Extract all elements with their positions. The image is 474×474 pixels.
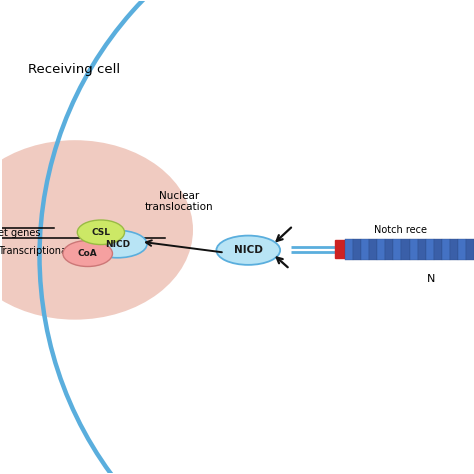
Bar [466, 239, 474, 260]
Bar [458, 239, 466, 260]
Bar [426, 239, 434, 260]
Text: NICD: NICD [105, 239, 130, 248]
Bar [369, 239, 377, 260]
Bar [410, 239, 418, 260]
Text: N: N [427, 273, 436, 283]
Text: Receiving cell: Receiving cell [27, 63, 120, 76]
Text: Transcriptional activation: Transcriptional activation [0, 246, 121, 256]
Text: Notch rece: Notch rece [374, 225, 427, 235]
Text: Nuclear
translocation: Nuclear translocation [145, 191, 213, 212]
Bar [361, 239, 369, 260]
Bar [385, 239, 393, 260]
Text: et genes: et genes [0, 228, 40, 238]
Bar [335, 240, 345, 258]
Text: CSL: CSL [91, 228, 110, 237]
Bar [353, 239, 361, 260]
Bar [442, 239, 450, 260]
Bar [401, 239, 410, 260]
Bar [450, 239, 458, 260]
Bar [418, 239, 426, 260]
Ellipse shape [88, 230, 147, 258]
Text: CoA: CoA [78, 249, 98, 258]
Ellipse shape [216, 236, 280, 265]
Text: NICD: NICD [234, 245, 263, 255]
Ellipse shape [77, 220, 125, 245]
Bar [377, 239, 385, 260]
Bar [393, 239, 401, 260]
Ellipse shape [0, 140, 193, 319]
Bar [434, 239, 442, 260]
Ellipse shape [63, 240, 112, 266]
Bar [345, 239, 353, 260]
